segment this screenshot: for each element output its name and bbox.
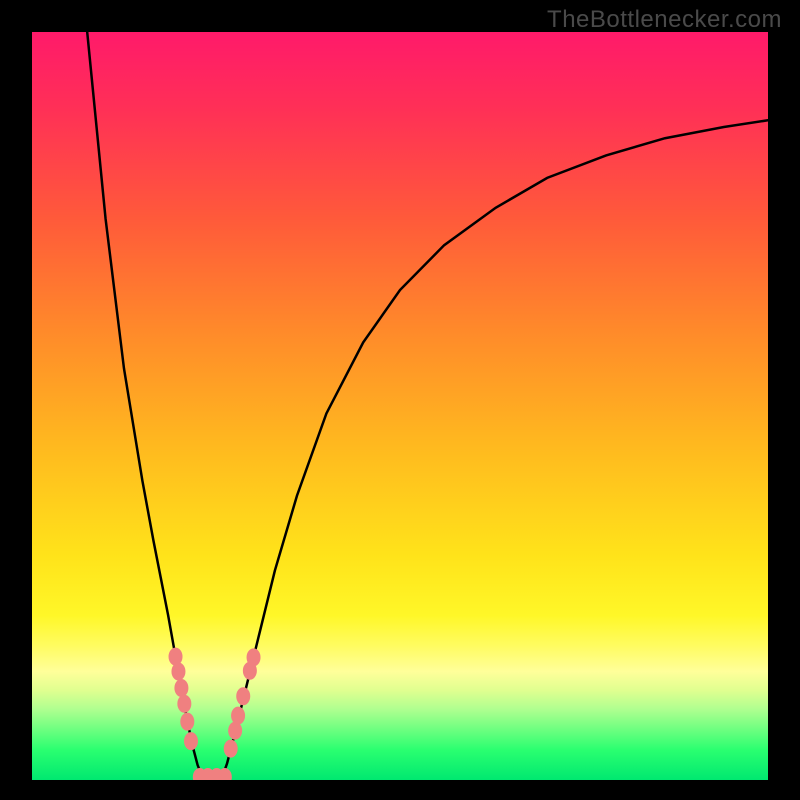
data-marker [174, 679, 188, 697]
chart-frame: TheBottlenecker.com [0, 0, 800, 800]
data-marker [228, 722, 242, 740]
data-marker [224, 740, 238, 758]
data-marker [180, 713, 194, 731]
data-marker [177, 695, 191, 713]
watermark-text: TheBottlenecker.com [547, 6, 782, 34]
data-marker [236, 687, 250, 705]
data-marker [231, 707, 245, 725]
data-marker [171, 663, 185, 681]
data-marker [247, 648, 261, 666]
plot-area [32, 32, 768, 780]
bottleneck-curve-chart [32, 32, 768, 780]
data-marker [169, 648, 183, 666]
data-marker [184, 732, 198, 750]
gradient-background [32, 32, 768, 780]
